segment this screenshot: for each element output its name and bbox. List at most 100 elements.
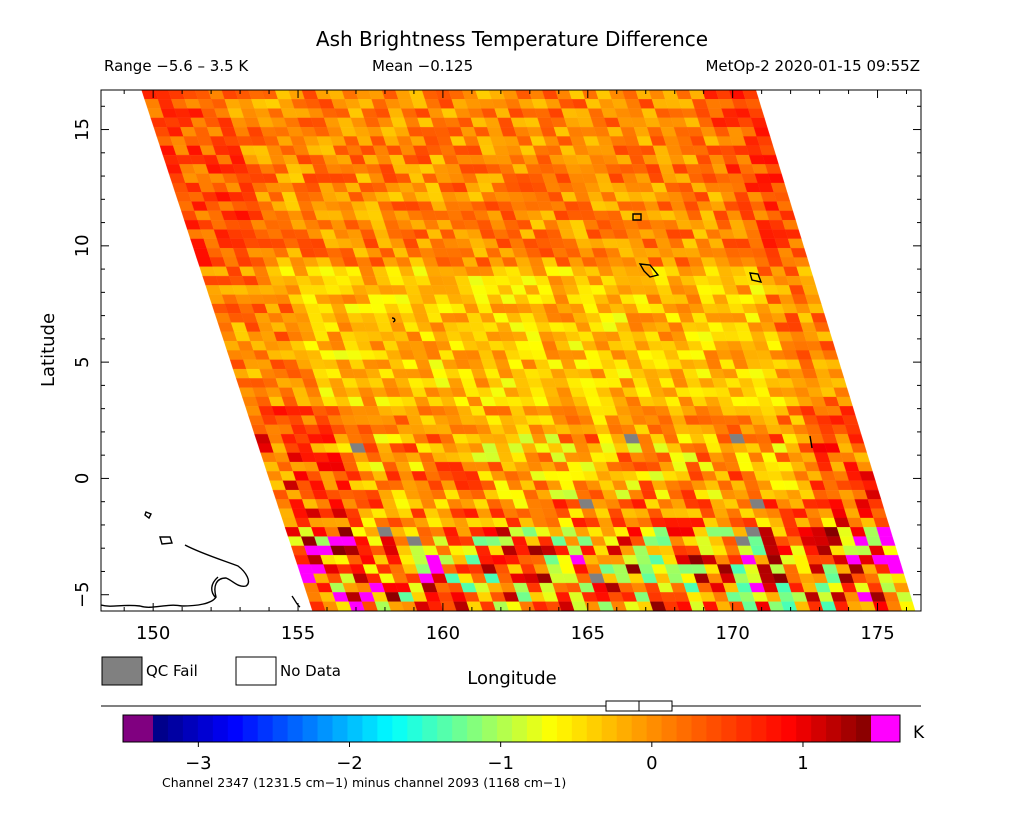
heatmap-cell xyxy=(830,378,848,388)
heatmap-cell xyxy=(793,257,811,267)
heatmap-cell xyxy=(841,415,859,426)
heatmap-cell xyxy=(400,601,418,611)
swath-heatmap xyxy=(141,90,916,611)
x-tick-label: 175 xyxy=(860,623,894,644)
colorbar-frame xyxy=(122,714,901,743)
heatmap-cell xyxy=(881,545,899,556)
colorbar-segment xyxy=(212,715,229,742)
x-axis: 150 155 160 165 170 175 xyxy=(123,90,908,644)
colorbar-segment xyxy=(227,715,244,742)
heatmap-cell xyxy=(453,601,470,611)
qc-fail-swatch xyxy=(101,656,143,686)
colorbar-segment xyxy=(182,715,199,742)
colorbar-tick-label: −1 xyxy=(487,753,514,774)
heatmap-cell xyxy=(759,145,777,156)
colorbar-segment xyxy=(257,715,274,742)
heatmap-cell xyxy=(870,508,887,519)
heatmap-cell xyxy=(884,555,902,565)
heatmap-cell xyxy=(767,173,785,184)
colorbar-segment xyxy=(317,715,333,742)
coastline-islet-a xyxy=(144,511,152,520)
heatmap-cell xyxy=(790,248,808,258)
heatmap-cell xyxy=(756,136,774,146)
coastline-islet-b xyxy=(159,536,173,545)
heatmap-cell xyxy=(518,601,536,611)
heatmap-cell xyxy=(466,601,483,611)
heatmap-cell xyxy=(820,601,837,611)
colorbar xyxy=(122,714,901,743)
colorbar-segment xyxy=(541,715,558,742)
heatmap-cell xyxy=(750,117,768,128)
heatmap-cell xyxy=(754,601,772,611)
coastline-islet-g xyxy=(809,435,813,449)
colorbar-segment xyxy=(631,715,648,742)
colorbar-segment xyxy=(781,715,797,742)
heatmap-cell xyxy=(813,322,831,333)
colorbar-segment xyxy=(586,715,603,742)
colorbar-segment xyxy=(856,715,872,742)
qc-fail-legend: QC Fail xyxy=(101,656,198,686)
heatmap-cell xyxy=(781,601,798,611)
colorbar-slider[interactable] xyxy=(605,700,673,712)
heatmap-cell xyxy=(853,452,870,463)
heatmap-cell xyxy=(770,182,788,193)
colorbar-under-swatch xyxy=(123,715,153,742)
heatmap-cell xyxy=(776,201,794,212)
heatmap-cell xyxy=(890,573,907,584)
colorbar-segment xyxy=(302,715,319,742)
heatmap-cell xyxy=(794,601,811,611)
heatmap-cell xyxy=(309,601,326,611)
no-data-label: No Data xyxy=(280,662,341,680)
colorbar-segment xyxy=(646,715,663,742)
y-tick-label: −5 xyxy=(72,581,93,608)
heatmap-cell xyxy=(414,601,431,611)
colorbar-segment xyxy=(526,715,543,742)
colorbar-segment xyxy=(242,715,259,742)
colorbar-segment xyxy=(616,715,633,742)
x-tick-label: 155 xyxy=(281,623,315,644)
colorbar-caption: Channel 2347 (1231.5 cm−1) minus channel… xyxy=(162,775,566,790)
heatmap-cell xyxy=(558,601,575,611)
colorbar-segment xyxy=(452,715,468,742)
heatmap-cell xyxy=(745,99,762,109)
colorbar-segment xyxy=(482,715,498,742)
y-tick-label: 15 xyxy=(72,118,93,141)
heatmap-cell xyxy=(715,601,732,611)
no-data-legend: No Data xyxy=(235,656,341,686)
heatmap-cell xyxy=(804,294,822,305)
colorbar-segment xyxy=(691,715,707,742)
heatmap-cell xyxy=(610,601,628,611)
heatmap-cell xyxy=(492,601,510,611)
chart-title: Ash Brightness Temperature Difference xyxy=(316,27,708,51)
heatmap-cell xyxy=(782,220,799,230)
colorbar-segment xyxy=(347,715,363,742)
heatmap-cell xyxy=(663,601,680,611)
heatmap-cell xyxy=(623,601,641,611)
colorbar-segment xyxy=(437,715,453,742)
heatmap-cell xyxy=(689,601,706,611)
heatmap-cell xyxy=(867,499,885,509)
coastline-islet-f xyxy=(749,272,763,283)
heatmap-cell xyxy=(747,108,765,119)
y-axis: −5 0 5 10 15 xyxy=(72,105,921,608)
colorbar-segment xyxy=(571,715,588,742)
coastline-islet-e xyxy=(638,263,660,278)
heatmap-cell xyxy=(807,303,825,314)
heatmap-cell xyxy=(847,434,865,444)
heatmap-cell xyxy=(873,517,890,528)
heatmap-cell xyxy=(479,601,497,611)
x-tick-label: 170 xyxy=(715,623,749,644)
heatmap-cell xyxy=(861,480,879,491)
heatmap-cell xyxy=(779,210,796,221)
y-axis-label: Latitude xyxy=(38,313,59,387)
heatmap-cell xyxy=(802,285,819,295)
colorbar-segment xyxy=(197,715,214,742)
heatmap-cell xyxy=(387,601,405,611)
heatmap-cell xyxy=(767,601,785,611)
colorbar-segment xyxy=(377,715,393,742)
colorbar-segment xyxy=(796,715,812,742)
x-tick-label: 160 xyxy=(426,623,460,644)
colorbar-over-swatch xyxy=(871,715,900,742)
colorbar-segment xyxy=(736,715,752,742)
colorbar-segment xyxy=(841,715,857,742)
